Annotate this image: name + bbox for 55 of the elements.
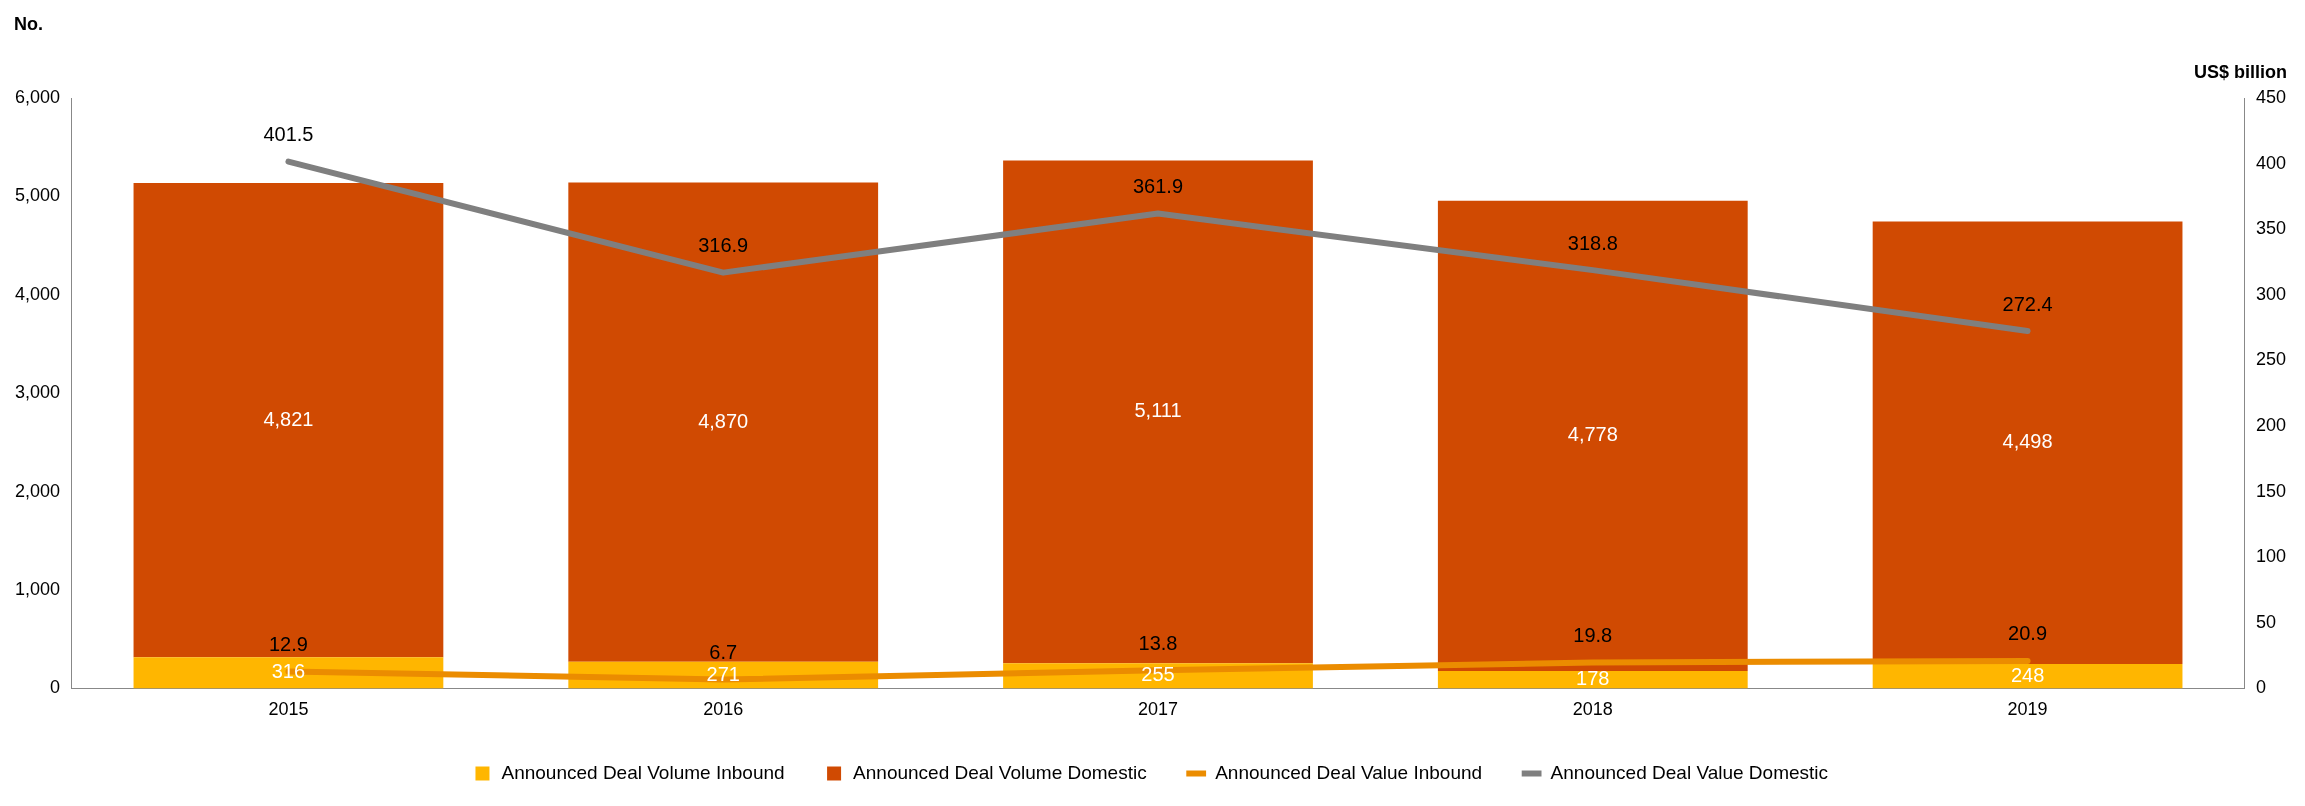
y2-tick-label: 350: [2255, 218, 2287, 239]
y-tick-label: 4,000: [15, 283, 61, 304]
x-tick-label: 2017: [1137, 699, 1179, 720]
y-tick-label: 1,000: [15, 578, 61, 599]
data-label: 316: [271, 660, 306, 683]
data-label: 248: [2010, 663, 2045, 686]
data-label: 401.5: [263, 123, 314, 146]
y-axis-title: No.: [14, 13, 43, 34]
data-label: 361.9: [1132, 175, 1184, 198]
y2-tick-label: 0: [2255, 677, 2266, 698]
data-label: 6.7: [709, 641, 738, 664]
data-label: 19.8: [1573, 623, 1613, 646]
data-label: 4,498: [2002, 430, 2053, 453]
y-tick-label: 6,000: [15, 86, 61, 107]
data-label: 272.4: [2002, 292, 2053, 315]
bar: [1872, 664, 2183, 689]
bar: [1003, 160, 1313, 664]
data-label: 13.8: [1138, 631, 1178, 654]
data-label: 5,111: [1134, 399, 1182, 422]
legend-label: Announced Deal Volume Domestic: [853, 761, 1147, 783]
bar: [1872, 221, 2183, 664]
bar: [1437, 670, 1748, 689]
x-tick-label: 2015: [268, 699, 309, 720]
data-label: 20.9: [2008, 622, 2048, 645]
y2-tick-label: 450: [2255, 86, 2287, 107]
y2-tick-label: 400: [2255, 152, 2287, 173]
y2-axis-title: US$ billion: [2193, 61, 2287, 82]
y2-tick-label: 50: [2255, 611, 2276, 632]
bar: [133, 182, 444, 658]
y-tick-label: 0: [50, 677, 61, 698]
data-label: 12.9: [268, 632, 308, 655]
y2-tick-label: 100: [2255, 546, 2287, 567]
y-tick-label: 5,000: [15, 185, 61, 206]
x-tick-label: 2016: [703, 699, 744, 720]
legend-label: Announced Deal Value Inbound: [1215, 761, 1483, 783]
x-tick-label: 2019: [2007, 699, 2048, 720]
data-label: 316.9: [698, 234, 749, 257]
y2-tick-label: 200: [2255, 414, 2287, 435]
data-label: 178: [1576, 667, 1610, 690]
y-tick-label: 2,000: [15, 480, 61, 501]
data-label: 4,778: [1567, 423, 1618, 446]
data-label: 255: [1141, 663, 1175, 686]
y-tick-label: 3,000: [15, 382, 61, 403]
legend-label: Announced Deal Volume Inbound: [501, 761, 785, 783]
legend-label: Announced Deal Value Domestic: [1550, 761, 1829, 783]
data-label: 318.8: [1567, 231, 1618, 254]
y2-tick-label: 300: [2255, 283, 2287, 304]
y2-tick-label: 250: [2255, 349, 2287, 370]
y2-tick-label: 150: [2255, 480, 2287, 501]
data-label: 271: [706, 662, 740, 685]
bar: [1437, 200, 1748, 671]
bar: [568, 182, 879, 662]
data-label: 4,821: [263, 407, 314, 430]
data-label: 4,870: [698, 409, 749, 432]
x-tick-label: 2018: [1572, 699, 1613, 720]
